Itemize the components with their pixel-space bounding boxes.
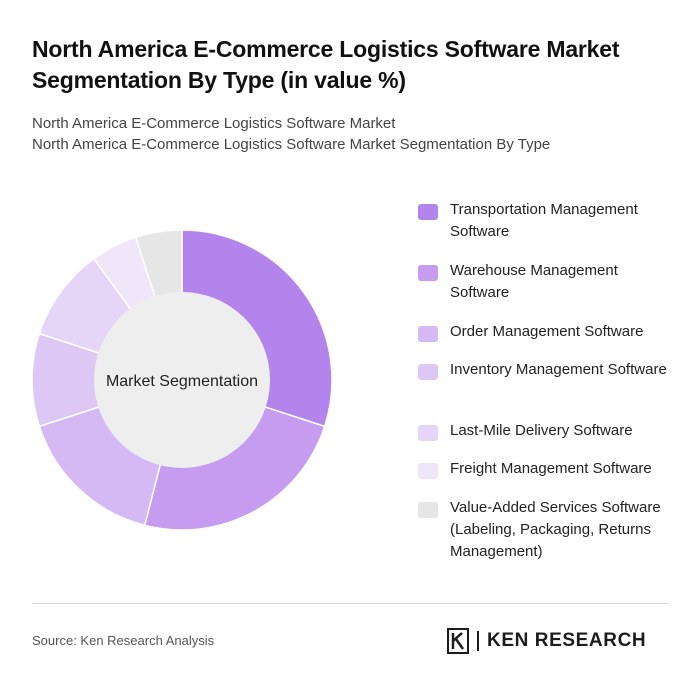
brand-name: KEN RESEARCH bbox=[477, 631, 646, 651]
legend-swatch bbox=[418, 265, 438, 281]
legend-swatch bbox=[418, 326, 438, 342]
source-note: Source: Ken Research Analysis bbox=[32, 633, 215, 648]
legend-swatch bbox=[418, 463, 438, 479]
donut-center-label: Market Segmentation bbox=[106, 373, 258, 390]
legend-swatch bbox=[418, 502, 438, 518]
footer-divider bbox=[32, 603, 668, 604]
legend-label: Inventory Management Software bbox=[450, 361, 667, 378]
legend-label: Value-Added Services Software (Labeling,… bbox=[450, 499, 661, 560]
ken-research-logo-icon bbox=[447, 628, 469, 654]
subtitle-line-1: North America E-Commerce Logistics Softw… bbox=[32, 115, 396, 132]
brand-logo: KEN RESEARCH bbox=[447, 627, 646, 655]
legend-label: Last-Mile Delivery Software bbox=[450, 422, 633, 439]
legend-swatch bbox=[418, 364, 438, 380]
legend-label: Transportation Management Software bbox=[450, 201, 638, 240]
legend-label: Warehouse Management Software bbox=[450, 262, 618, 301]
legend-label: Order Management Software bbox=[450, 323, 644, 340]
legend-label: Freight Management Software bbox=[450, 460, 652, 477]
chart-title: North America E-Commerce Logistics Softw… bbox=[32, 36, 620, 93]
legend-swatch bbox=[418, 425, 438, 441]
subtitle-line-2: North America E-Commerce Logistics Softw… bbox=[32, 136, 551, 153]
legend-swatch bbox=[418, 204, 438, 220]
donut-center bbox=[94, 292, 270, 468]
donut-chart: Market Segmentation bbox=[31, 229, 333, 531]
chart-subtitle: North America E-Commerce Logistics Softw… bbox=[32, 113, 672, 155]
